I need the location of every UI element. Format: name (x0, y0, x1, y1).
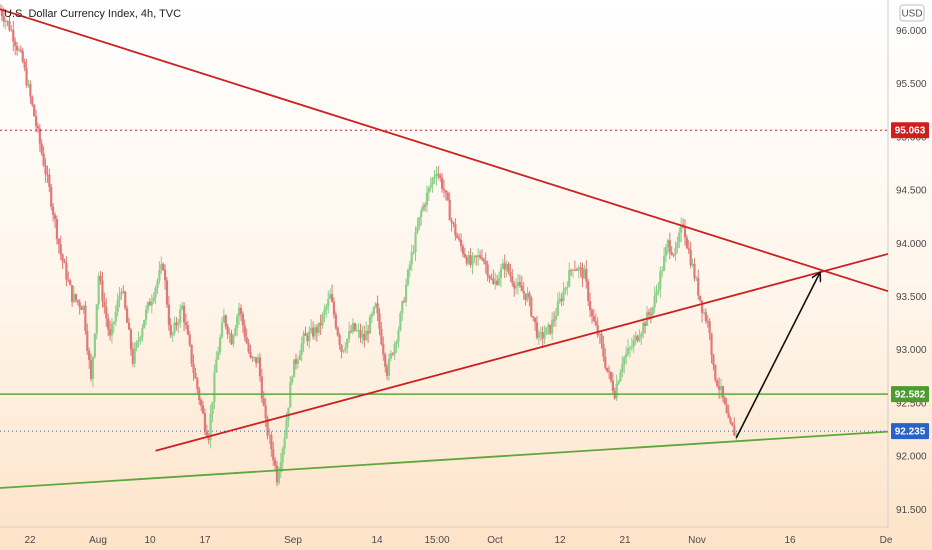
candle (98, 272, 100, 309)
candle (33, 104, 35, 117)
x-tick-label: Aug (89, 535, 107, 546)
y-tick-label: 93.000 (896, 345, 927, 356)
x-tick-label: 12 (554, 535, 566, 546)
svg-text:95.063: 95.063 (895, 126, 926, 137)
x-tick-label: 15:00 (424, 535, 449, 546)
candle (166, 277, 168, 308)
candle (530, 296, 532, 318)
svg-text:92.235: 92.235 (895, 427, 926, 438)
currency-button-label[interactable]: USD (901, 9, 922, 20)
x-tick-label: 14 (371, 535, 383, 546)
current-price-badge: 92.235 (891, 423, 929, 439)
y-tick-label: 95.500 (896, 79, 927, 90)
candle (407, 268, 409, 286)
candle (354, 323, 356, 332)
candle (293, 359, 295, 377)
candle (545, 327, 547, 335)
x-tick-label: 21 (619, 535, 631, 546)
candle (124, 290, 126, 310)
x-tick-label: 16 (784, 535, 796, 546)
candle (84, 301, 86, 335)
y-tick-label: 93.500 (896, 292, 927, 303)
candle (191, 344, 193, 367)
x-tick-label: Oct (487, 535, 503, 546)
x-tick-label: 22 (24, 535, 36, 546)
x-tick-label: Sep (284, 535, 302, 546)
currency-button[interactable]: USD (900, 5, 924, 21)
svg-text:92.582: 92.582 (895, 390, 926, 401)
candle (714, 364, 716, 382)
support-price-badge: 92.582 (891, 386, 929, 402)
candle (399, 311, 401, 332)
x-tick-label: Nov (688, 535, 706, 546)
candle (337, 326, 339, 337)
y-tick-label: 91.500 (896, 505, 927, 516)
y-tick-label: 92.000 (896, 452, 927, 463)
x-tick-label: 10 (144, 535, 156, 546)
y-tick-label: 96.000 (896, 26, 927, 37)
candle (50, 184, 52, 210)
candle (94, 333, 96, 359)
x-tick-label: 17 (199, 535, 211, 546)
y-tick-label: 94.500 (896, 186, 927, 197)
y-tick-label: 94.000 (896, 239, 927, 250)
resistance-price-badge: 95.063 (891, 122, 929, 138)
candle (369, 314, 371, 334)
candle (143, 320, 145, 329)
x-tick-label: De (880, 535, 893, 546)
chart-title: U.S. Dollar Currency Index, 4h, TVC (4, 8, 181, 20)
candle (731, 422, 733, 426)
